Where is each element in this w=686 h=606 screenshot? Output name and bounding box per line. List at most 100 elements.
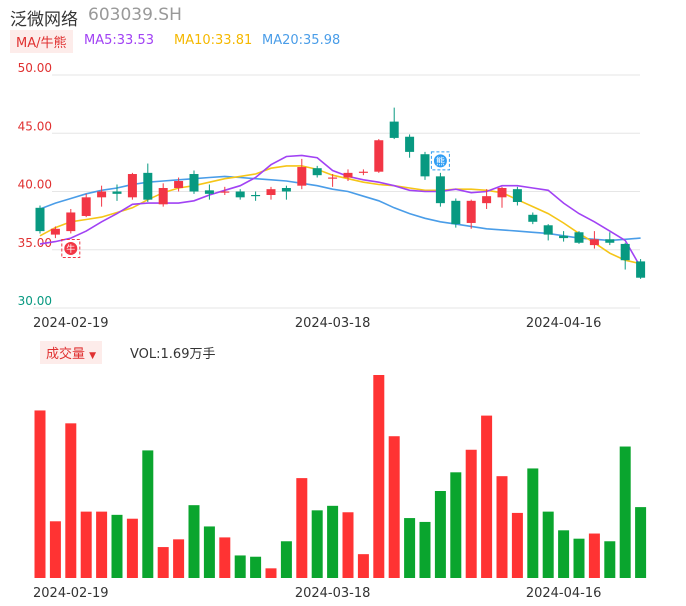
volume-bar: [311, 510, 323, 578]
x-tick-label: 2024-04-16: [526, 316, 602, 331]
volume-bar: [280, 541, 292, 578]
candle-body: [328, 177, 338, 179]
candle: [451, 198, 461, 228]
candle-body: [543, 225, 553, 235]
candle-body: [466, 200, 476, 223]
volume-bar: [542, 511, 554, 578]
volume-bar: [188, 505, 200, 578]
candle-body: [143, 172, 153, 200]
candle: [605, 232, 615, 246]
volume-bar: [388, 436, 400, 578]
volume-x-tick-label: 2024-02-19: [33, 586, 109, 601]
ma5-line: [39, 154, 642, 268]
volume-bar: [465, 449, 477, 578]
volume-bar: [481, 415, 493, 578]
candle: [220, 186, 230, 195]
candle: [35, 205, 45, 234]
volume-bar: [234, 555, 246, 578]
volume-bar: [450, 472, 462, 578]
volume-bar: [49, 521, 61, 578]
candle-body: [204, 190, 214, 194]
candle-body: [97, 191, 107, 198]
candle: [81, 193, 91, 218]
candle: [158, 183, 168, 207]
candle-body: [482, 196, 492, 204]
volume-value: VOL:1.69万手: [130, 347, 216, 362]
volume-bar: [157, 547, 169, 578]
stock-name: 泛微网络: [10, 10, 78, 30]
volume-indicator-label: 成交量: [46, 347, 86, 362]
volume-bar: [604, 541, 616, 578]
dropdown-icon: ▼: [89, 351, 97, 361]
candle-body: [435, 176, 445, 204]
candle-body: [158, 188, 168, 205]
volume-bar: [373, 375, 385, 578]
marker-frame: [61, 238, 81, 258]
volume-bar: [527, 468, 539, 578]
candle-body: [174, 181, 184, 189]
candle: [112, 184, 122, 201]
candle-body: [343, 172, 353, 178]
volume-bar: [419, 521, 431, 578]
volume-x-tick-label: 2024-04-16: [526, 586, 602, 601]
candle: [528, 212, 538, 225]
y-tick-label: 30.00: [18, 294, 52, 308]
volume-bar: [404, 518, 416, 578]
candle: [251, 191, 261, 201]
candle-body: [266, 189, 276, 195]
candle-body: [312, 168, 322, 176]
volume-bar: [357, 554, 369, 578]
candle-body: [374, 140, 384, 172]
ma20-line: [39, 175, 641, 242]
y-tick-label: 45.00: [18, 119, 52, 133]
candle: [482, 189, 492, 209]
volume-bar: [111, 514, 123, 578]
candle: [281, 185, 291, 200]
candle-body: [620, 243, 630, 261]
volume-bar: [265, 568, 277, 578]
candle-body: [497, 188, 507, 198]
ma-indicator-button[interactable]: MA/牛熊: [10, 30, 73, 53]
y-tick-label: 35.00: [18, 236, 52, 250]
candle-body: [528, 214, 538, 222]
volume-bar: [219, 537, 231, 578]
candle-body: [35, 207, 45, 232]
candle: [497, 186, 507, 208]
volume-bar: [496, 476, 508, 578]
volume-bar: [173, 539, 185, 578]
candle: [343, 169, 353, 182]
candle: [266, 186, 276, 200]
candle-body: [220, 191, 230, 193]
y-tick-label: 40.00: [18, 178, 52, 192]
bull-marker: 牛: [61, 238, 81, 258]
candle-body: [281, 188, 291, 192]
candle: [389, 107, 399, 140]
candle: [235, 189, 245, 200]
volume-bar: [635, 507, 647, 578]
marker-dot: [433, 154, 447, 168]
volume-bar: [250, 556, 262, 578]
volume-bar: [434, 491, 446, 578]
candle-body: [50, 228, 60, 235]
candle-body: [420, 154, 430, 177]
candle-body: [81, 197, 91, 216]
candle-body: [66, 212, 76, 232]
candle: [189, 170, 199, 194]
candle: [374, 139, 384, 173]
candle-body: [189, 174, 199, 192]
volume-indicator-button[interactable]: 成交量 ▼: [40, 341, 103, 364]
bear-marker: 熊: [430, 151, 450, 171]
candle-body: [251, 194, 261, 197]
candle-body: [358, 171, 368, 173]
candle: [174, 177, 184, 192]
candle: [589, 231, 599, 249]
volume-bar: [142, 450, 154, 578]
candle-body: [636, 261, 646, 278]
stock-code: 603039.SH: [88, 5, 182, 25]
volume-bar: [296, 478, 308, 578]
candle: [328, 174, 338, 187]
candle-body: [405, 136, 415, 152]
volume-bar: [96, 511, 108, 578]
volume-bar: [34, 410, 46, 578]
